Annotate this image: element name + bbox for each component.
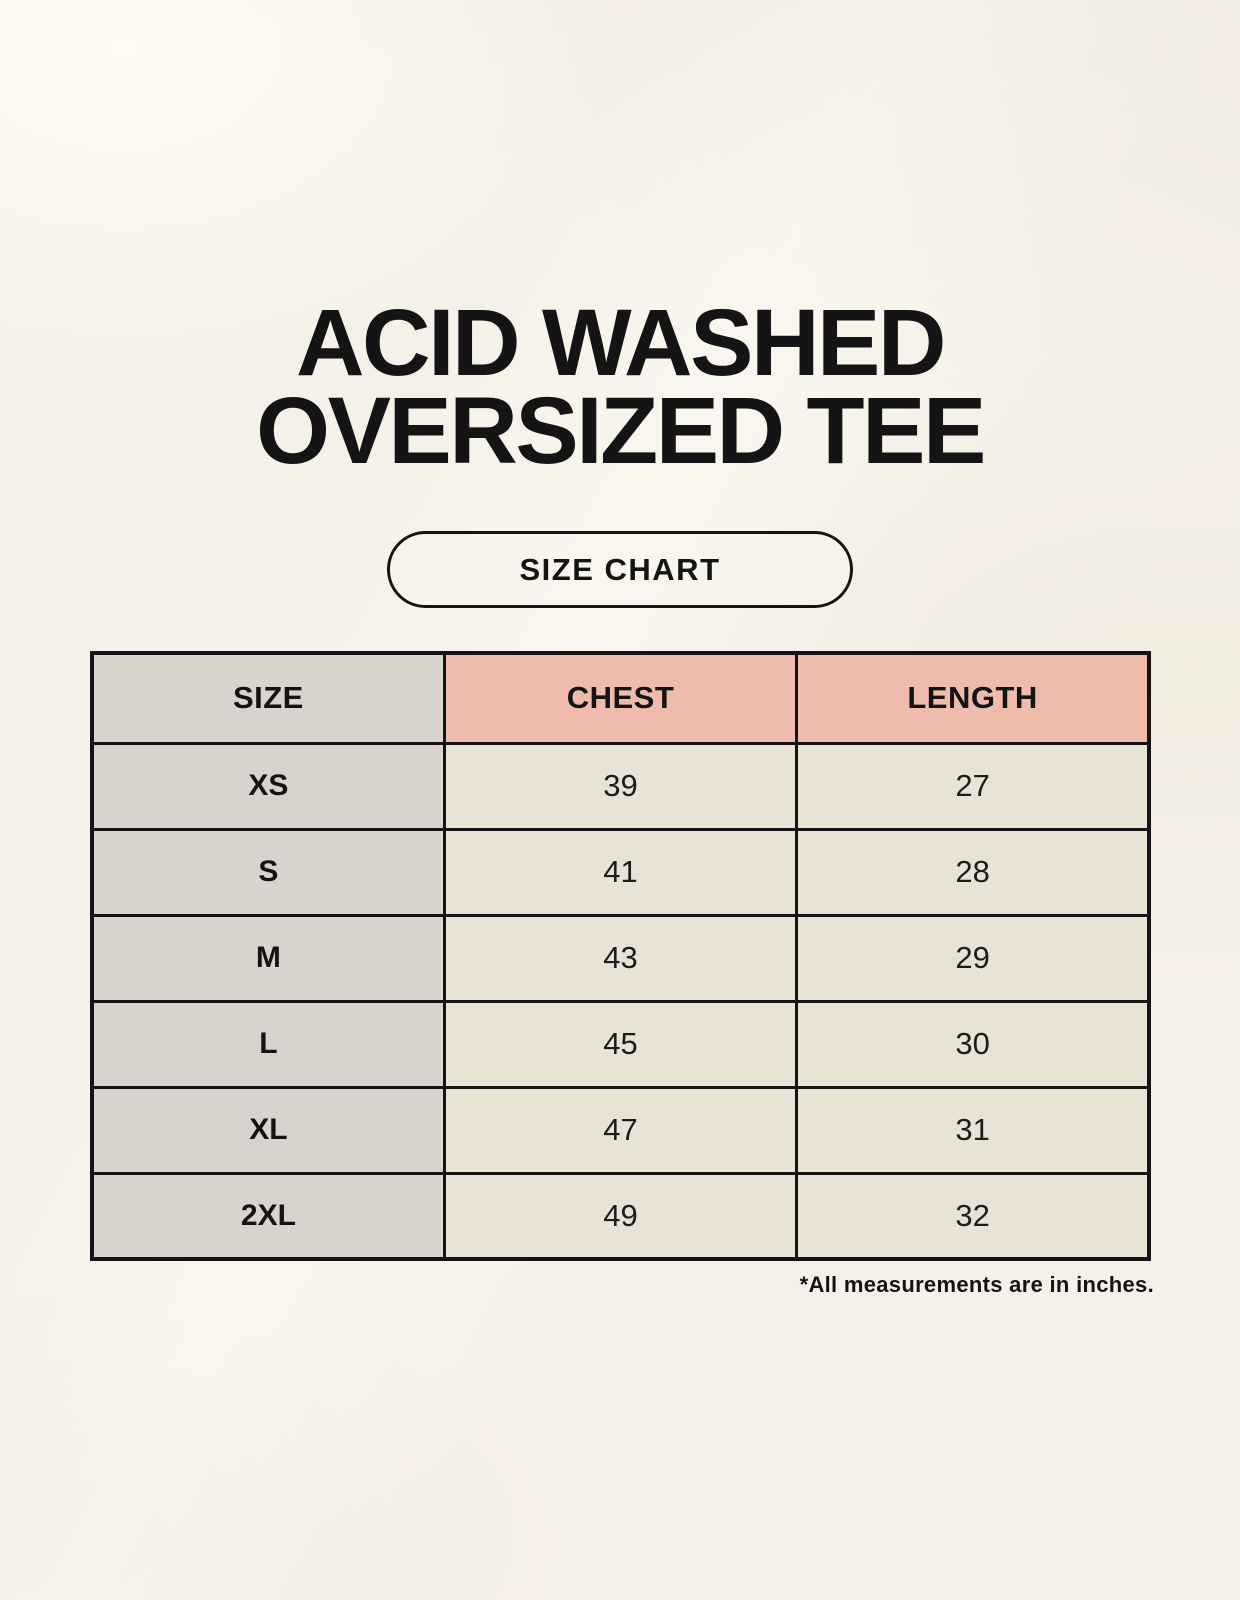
length-cell: 32 [795,1171,1151,1261]
length-cell: 31 [795,1085,1151,1175]
product-title-line-2: OVERSIZED TEE [256,378,986,484]
product-title: ACID WASHED OVERSIZED TEE [0,290,1240,484]
size-cell: 2XL [90,1171,446,1261]
table-row-l: L 45 30 [90,999,1151,1089]
measurements-footnote: *All measurements are in inches. [799,1272,1154,1297]
size-chart-table: SIZE CHEST LENGTH XS 39 27 S 41 28 M 43 … [90,651,1151,1261]
product-title-line-1: ACID WASHED [295,290,947,396]
length-cell: 30 [795,999,1151,1089]
table-header-row: SIZE CHEST LENGTH [90,651,1151,745]
length-cell: 29 [795,913,1151,1003]
table-row-xl: XL 47 31 [90,1085,1151,1175]
column-header-chest: CHEST [442,651,799,745]
table-row-xs: XS 39 27 [90,741,1151,831]
table-row-s: S 41 28 [90,827,1151,917]
size-chart-button[interactable]: SIZE CHART [387,531,853,608]
chest-cell: 49 [442,1171,799,1261]
table-row-m: M 43 29 [90,913,1151,1003]
size-cell: XS [90,741,446,831]
size-cell: M [90,913,446,1003]
size-cell: XL [90,1085,446,1175]
column-header-length: LENGTH [795,651,1151,745]
chest-cell: 47 [442,1085,799,1175]
length-cell: 28 [795,827,1151,917]
chest-cell: 45 [442,999,799,1089]
size-cell: L [90,999,446,1089]
chest-cell: 43 [442,913,799,1003]
size-cell: S [90,827,446,917]
size-chart-button-label: SIZE CHART [519,551,721,587]
column-header-size: SIZE [90,651,446,745]
chest-cell: 39 [442,741,799,831]
chest-cell: 41 [442,827,799,917]
length-cell: 27 [795,741,1151,831]
table-row-2xl: 2XL 49 32 [90,1171,1151,1261]
